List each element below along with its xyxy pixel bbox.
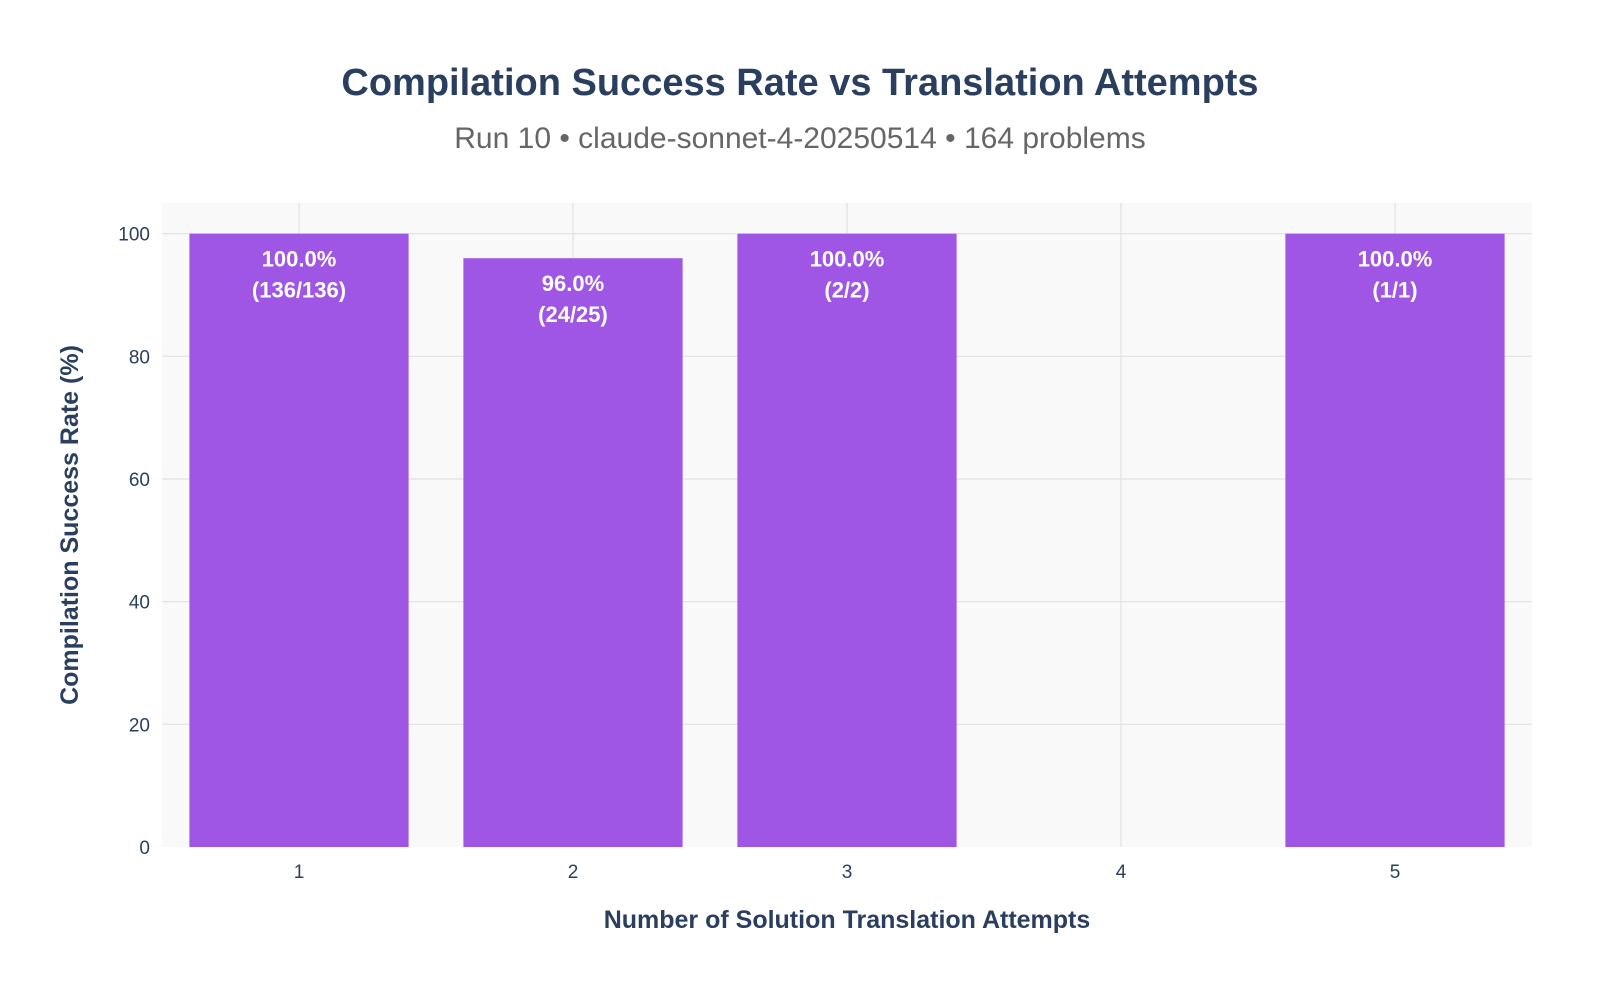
bar-count-label: (24/25) (538, 302, 608, 327)
x-tick-label: 4 (1116, 862, 1127, 883)
y-tick-label: 40 (129, 593, 150, 614)
x-tick-label: 1 (294, 862, 305, 883)
x-tick-label: 2 (568, 862, 579, 883)
bar[interactable] (463, 258, 683, 847)
x-axis-ticks: 1 2 3 4 5 (294, 862, 1401, 883)
bar-value-label: 100.0% (1358, 247, 1433, 272)
bar-value-label: 96.0% (542, 271, 604, 296)
chart-subtitle: Run 10 • claude-sonnet-4-20250514 • 164 … (454, 122, 1146, 155)
chart-title: Compilation Success Rate vs Translation … (341, 62, 1259, 104)
bar[interactable] (189, 233, 409, 847)
bar[interactable] (1285, 233, 1505, 847)
x-tick-label: 5 (1390, 862, 1401, 883)
y-tick-label: 60 (129, 470, 150, 491)
bar-value-label: 100.0% (810, 247, 885, 272)
bar-count-label: (2/2) (824, 278, 869, 303)
y-tick-label: 0 (139, 838, 150, 859)
bar-value-label: 100.0% (262, 247, 337, 272)
bar-count-label: (1/1) (1372, 278, 1417, 303)
x-tick-label: 3 (842, 862, 853, 883)
bar-labels: 100.0% (136/136) 96.0% (24/25) 100.0% (2/2) 10… (252, 247, 1432, 328)
bars (189, 233, 1505, 847)
x-axis-title: Number of Solution Translation Attempts (604, 906, 1091, 934)
y-axis-title: Compilation Success Rate (%) (56, 345, 84, 705)
bar[interactable] (737, 233, 957, 847)
y-tick-label: 80 (129, 347, 150, 368)
y-axis-ticks: 0 20 40 60 80 100 (118, 225, 150, 859)
y-tick-label: 20 (129, 715, 150, 736)
bar-count-label: (136/136) (252, 278, 346, 303)
y-tick-label: 100 (118, 225, 150, 246)
